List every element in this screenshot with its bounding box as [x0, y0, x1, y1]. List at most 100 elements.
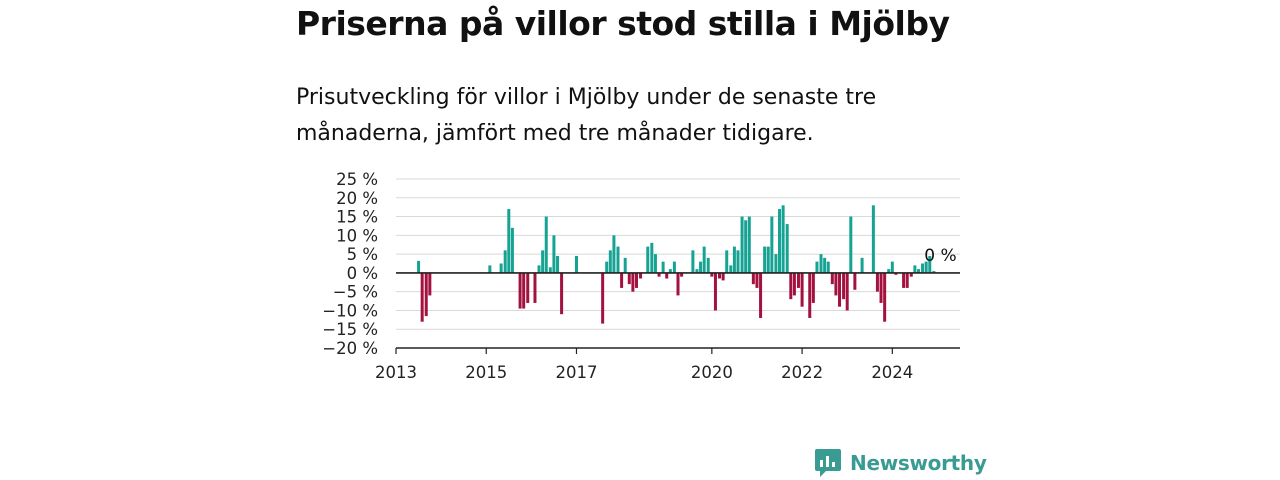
bar	[627, 272, 631, 285]
x-tick-label: 2022	[781, 363, 823, 382]
y-tick-label: −10 %	[322, 301, 378, 320]
bar	[834, 272, 838, 296]
bar	[729, 265, 733, 273]
bar	[853, 272, 857, 290]
bar	[766, 246, 770, 273]
y-tick-label: −5 %	[333, 283, 378, 302]
bar	[932, 271, 936, 273]
bar	[845, 272, 849, 311]
bar	[522, 272, 526, 309]
bar	[541, 250, 545, 273]
y-tick-label: 5 %	[347, 245, 378, 264]
bar	[424, 272, 428, 317]
bar	[661, 261, 665, 273]
bar	[653, 254, 657, 273]
bar	[503, 250, 507, 273]
bar	[905, 272, 909, 288]
bar	[680, 272, 684, 277]
bar	[665, 272, 669, 279]
y-tick-label: −15 %	[322, 320, 378, 339]
bar	[623, 257, 627, 273]
chart-title: Priserna på villor stod stilla i Mjölby	[296, 4, 950, 43]
bar	[811, 272, 815, 303]
x-tick-label: 2017	[555, 363, 597, 382]
bar	[792, 272, 796, 296]
bar	[928, 255, 932, 273]
bar	[890, 261, 894, 273]
bar	[740, 216, 744, 273]
bar	[921, 263, 925, 273]
bar	[902, 272, 906, 288]
bar	[842, 272, 846, 300]
bar	[721, 272, 725, 281]
bar	[526, 272, 530, 303]
bar	[499, 263, 503, 273]
bar	[796, 272, 800, 288]
bar	[860, 257, 864, 273]
brand-logo[interactable]: Newsworthy	[814, 446, 987, 480]
chart-subtitle: Prisutveckling för villor i Mjölby under…	[296, 85, 877, 146]
y-tick-label: 15 %	[336, 208, 378, 227]
bar	[713, 272, 717, 311]
bar	[879, 272, 883, 303]
bar	[552, 235, 556, 273]
bar	[763, 246, 767, 273]
grid-lines	[396, 178, 960, 349]
bar	[706, 257, 710, 273]
bar	[819, 254, 823, 273]
bar	[747, 216, 751, 273]
bar	[916, 269, 920, 273]
bar	[924, 261, 928, 273]
bar	[556, 255, 560, 273]
bar	[428, 272, 432, 296]
bar	[507, 209, 511, 273]
bar	[634, 272, 638, 288]
bar	[676, 272, 680, 296]
bar	[668, 269, 672, 273]
x-tick-label: 2015	[465, 363, 507, 382]
bar	[732, 246, 736, 273]
bar	[639, 272, 643, 279]
bar	[417, 260, 421, 273]
bar	[544, 216, 548, 273]
bar	[725, 250, 729, 273]
bar	[815, 261, 819, 273]
bar	[560, 272, 564, 315]
y-tick-label: 0 %	[347, 264, 378, 283]
bar	[691, 250, 695, 273]
bar	[710, 272, 714, 277]
y-tick-label: −20 %	[322, 339, 378, 358]
bar	[601, 272, 605, 324]
bar	[838, 272, 842, 307]
bar	[871, 205, 875, 273]
bar	[894, 272, 898, 275]
y-tick-label: 25 %	[336, 170, 378, 189]
x-tick-label: 2024	[871, 363, 913, 382]
newsworthy-logo-icon	[815, 449, 841, 477]
bar	[875, 272, 879, 292]
bar	[759, 272, 763, 318]
bar	[650, 242, 654, 273]
bar	[736, 250, 740, 273]
bar	[620, 272, 624, 288]
bar	[909, 272, 913, 277]
bar	[823, 257, 827, 273]
bar	[755, 272, 759, 288]
bar	[699, 261, 703, 273]
bar	[616, 246, 620, 273]
x-tick-label: 2013	[375, 363, 417, 382]
bar	[646, 246, 650, 273]
bar	[420, 272, 424, 322]
bar	[672, 261, 676, 273]
bar	[770, 216, 774, 273]
x-tick-label: 2020	[691, 363, 733, 382]
x-axis-labels: 2013 2015 2017 2020 2022 2024	[375, 363, 913, 382]
y-tick-label: 20 %	[336, 189, 378, 208]
bar	[830, 272, 834, 285]
bar	[695, 269, 699, 273]
bar	[605, 261, 609, 273]
bar	[826, 261, 830, 273]
bars	[417, 205, 939, 324]
y-tick-label: 10 %	[336, 226, 378, 245]
